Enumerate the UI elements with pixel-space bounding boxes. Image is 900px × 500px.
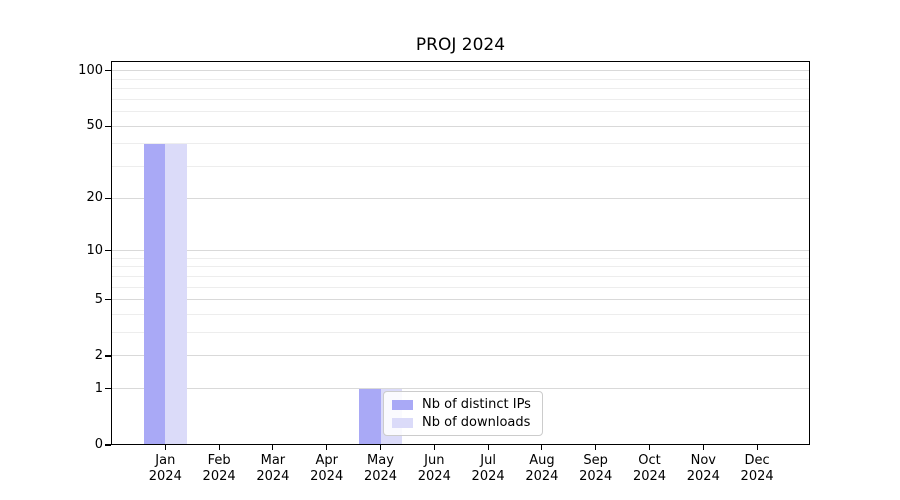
plot-area — [111, 61, 810, 445]
legend-item-distinct-ips: Nb of distinct IPs — [392, 397, 531, 412]
x-tick-mark-apr — [326, 445, 328, 450]
minor-gridline-8 — [111, 266, 810, 268]
legend-swatch-downloads — [392, 417, 413, 428]
x-tick-label-nov: Nov 2024 — [673, 453, 733, 484]
x-tick-mark-aug — [541, 445, 543, 450]
x-tick-mark-jun — [433, 445, 435, 450]
minor-gridline-3 — [111, 332, 810, 334]
major-gridline-20 — [111, 197, 810, 199]
legend: Nb of distinct IPs Nb of downloads — [383, 391, 543, 436]
legend-label-downloads: Nb of downloads — [422, 415, 531, 430]
legend-label-distinct-ips: Nb of distinct IPs — [422, 397, 531, 412]
legend-item-downloads: Nb of downloads — [392, 415, 531, 430]
x-tick-label-may: May 2024 — [351, 453, 411, 484]
chart-title: PROJ 2024 — [415, 35, 506, 55]
x-tick-month-sep: Sep — [583, 453, 608, 468]
major-gridline-5 — [111, 299, 810, 301]
x-tick-label-jun: Jun 2024 — [404, 453, 464, 484]
legend-swatch-distinct-ips — [392, 399, 413, 410]
x-tick-label-jul: Jul 2024 — [458, 453, 518, 484]
x-tick-label-feb: Feb 2024 — [189, 453, 249, 484]
x-tick-month-apr: Apr — [315, 453, 338, 468]
bar-jan-downloads — [165, 143, 187, 445]
y-tick-mark-20 — [105, 197, 111, 199]
major-gridline-1 — [111, 388, 810, 390]
y-tick-label-5: 5 — [94, 291, 103, 307]
x-tick-label-oct: Oct 2024 — [620, 453, 680, 484]
x-tick-month-mar: Mar — [260, 453, 286, 468]
x-tick-month-oct: Oct — [638, 453, 661, 468]
x-tick-mark-sep — [595, 445, 597, 450]
x-tick-year-may: 2024 — [363, 468, 398, 484]
x-tick-year-aug: 2024 — [525, 468, 559, 484]
x-tick-mark-nov — [702, 445, 704, 450]
major-gridline-100 — [111, 70, 810, 72]
minor-gridline-60 — [111, 111, 810, 113]
x-tick-year-jul: 2024 — [471, 468, 505, 484]
x-tick-mark-oct — [648, 445, 651, 450]
minor-gridline-40 — [111, 143, 810, 145]
x-tick-month-jul: Jul — [480, 453, 496, 468]
x-tick-year-dec: 2024 — [740, 468, 774, 484]
bar-jan-distinct-ips — [143, 143, 166, 445]
y-tick-label-2: 2 — [94, 347, 103, 363]
y-tick-mark-50 — [105, 125, 111, 127]
x-tick-year-sep: 2024 — [579, 468, 613, 484]
x-tick-month-dec: Dec — [744, 453, 770, 468]
x-tick-mark-dec — [756, 445, 758, 450]
y-tick-label-1: 1 — [94, 380, 103, 396]
x-tick-month-aug: Aug — [529, 453, 555, 468]
x-tick-year-nov: 2024 — [686, 468, 720, 484]
bar-may-distinct-ips — [359, 388, 381, 445]
x-tick-year-mar: 2024 — [256, 468, 290, 484]
x-tick-mark-jan — [164, 445, 166, 450]
major-gridline-10 — [111, 250, 810, 252]
x-tick-year-jan: 2024 — [148, 468, 182, 484]
x-tick-month-jun: Jun — [424, 453, 445, 468]
x-tick-year-feb: 2024 — [202, 468, 236, 484]
x-tick-label-dec: Dec 2024 — [727, 453, 787, 484]
x-tick-mark-mar — [272, 445, 274, 450]
minor-gridline-6 — [111, 286, 810, 288]
minor-gridline-90 — [111, 78, 810, 80]
x-tick-label-apr: Apr 2024 — [297, 453, 357, 484]
x-tick-month-nov: Nov — [690, 453, 716, 468]
y-tick-mark-10 — [105, 249, 111, 252]
minor-gridline-9 — [111, 257, 810, 259]
x-tick-month-may: May — [367, 453, 394, 468]
y-tick-label-10: 10 — [86, 242, 103, 258]
minor-gridline-30 — [111, 166, 810, 168]
x-tick-month-feb: Feb — [207, 453, 231, 468]
major-gridline-50 — [111, 125, 810, 127]
y-tick-mark-2 — [105, 355, 111, 357]
major-gridline-2 — [111, 355, 810, 357]
minor-gridline-7 — [111, 275, 810, 277]
y-tick-mark-1 — [105, 388, 111, 390]
x-tick-year-apr: 2024 — [310, 468, 344, 484]
y-tick-label-0: 0 — [94, 437, 103, 452]
minor-gridline-80 — [111, 88, 810, 90]
x-tick-mark-may — [379, 445, 382, 450]
minor-gridline-70 — [111, 98, 810, 100]
x-tick-month-jan: Jan — [155, 453, 176, 468]
x-tick-label-sep: Sep 2024 — [566, 453, 626, 484]
minor-gridline-4 — [111, 314, 810, 315]
x-tick-year-oct: 2024 — [632, 468, 667, 484]
x-tick-mark-jul — [487, 445, 489, 450]
y-tick-mark-100 — [105, 70, 111, 72]
x-tick-mark-feb — [218, 445, 220, 450]
y-tick-label-20: 20 — [86, 190, 103, 206]
y-tick-mark-5 — [105, 299, 111, 301]
x-tick-label-aug: Aug 2024 — [512, 453, 572, 484]
y-tick-mark-0 — [105, 444, 111, 446]
x-tick-year-jun: 2024 — [417, 468, 451, 484]
y-tick-label-50: 50 — [86, 118, 103, 134]
y-tick-label-100: 100 — [78, 62, 103, 78]
x-tick-label-mar: Mar 2024 — [243, 453, 303, 484]
x-tick-label-jan: Jan 2024 — [135, 453, 195, 484]
